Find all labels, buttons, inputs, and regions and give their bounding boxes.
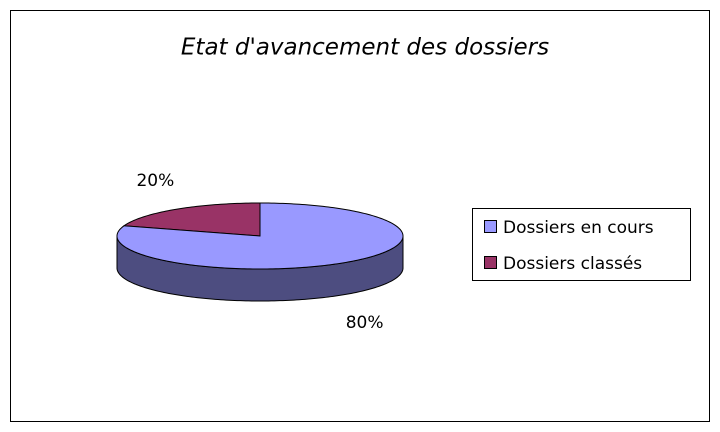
chart-title: Etat d'avancement des dossiers (181, 35, 549, 61)
legend-swatch (484, 256, 497, 269)
data-label: 80% (346, 313, 384, 333)
pie-slice (122, 202, 261, 237)
legend-label: Dossiers classés (503, 254, 642, 274)
legend-swatch (484, 220, 497, 233)
data-label: 20% (136, 171, 174, 191)
legend-box (472, 208, 691, 281)
legend-label: Dossiers en cours (503, 218, 654, 238)
pie-slice (116, 202, 404, 270)
